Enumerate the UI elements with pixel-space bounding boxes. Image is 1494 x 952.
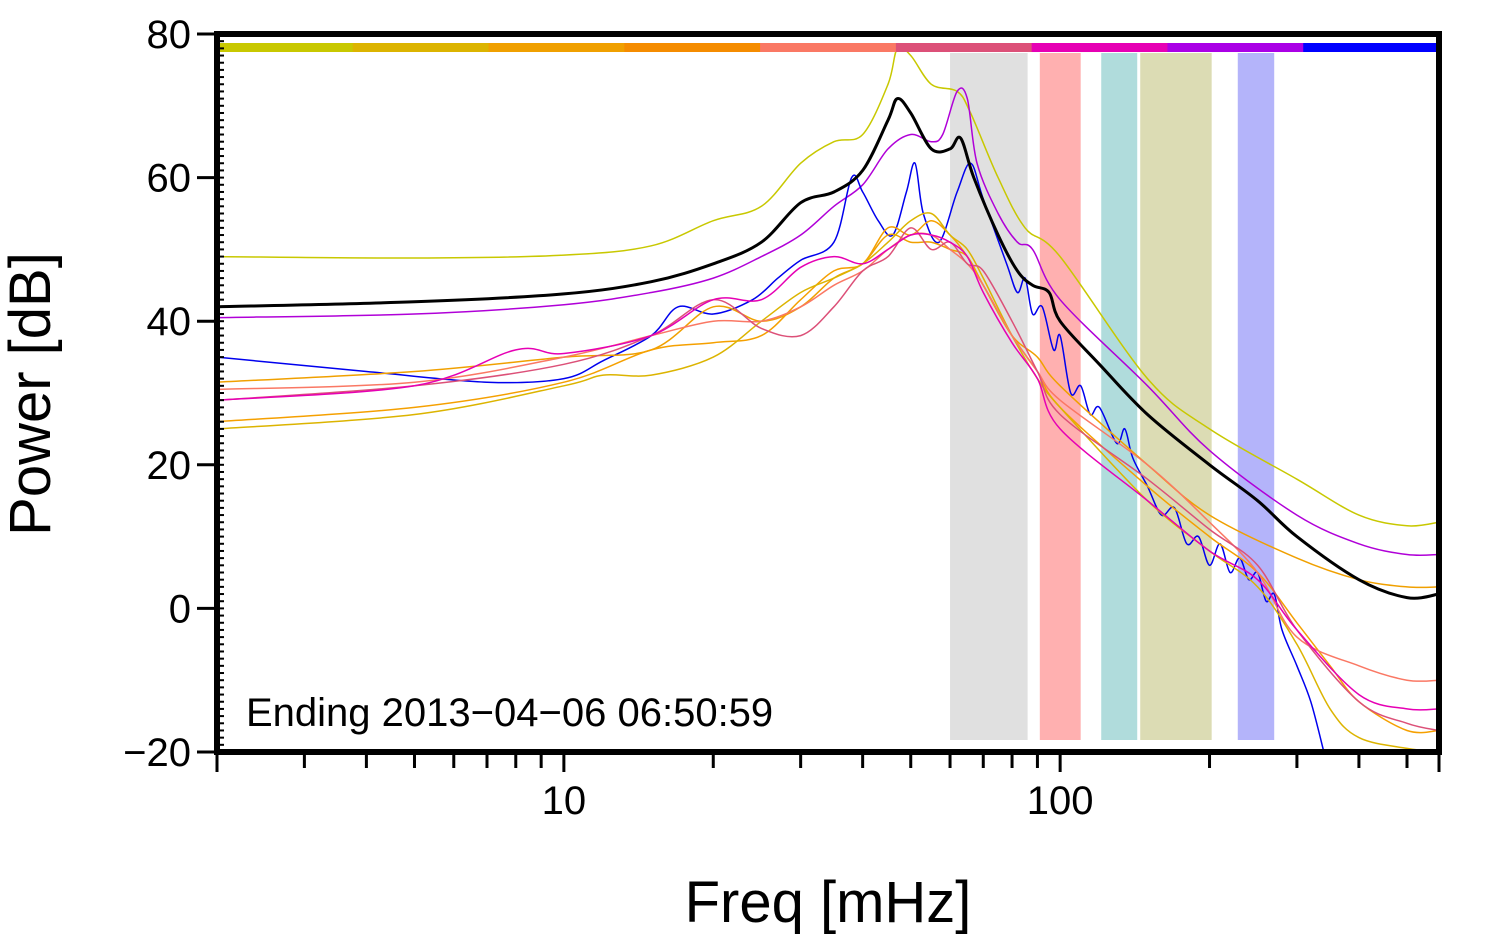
color-bar-segment-2 xyxy=(488,43,625,52)
band-3 xyxy=(1140,53,1212,740)
color-bar-segment-7 xyxy=(1167,43,1304,52)
plot-frame xyxy=(214,31,1442,755)
y-ticks: −20 0 20 40 60 80 xyxy=(123,13,217,775)
series-s-gold xyxy=(217,212,1439,752)
y-tick-label: 20 xyxy=(147,444,192,488)
y-tick-label: 0 xyxy=(169,587,191,631)
color-bar-segment-6 xyxy=(1031,43,1168,52)
color-bar-segment-3 xyxy=(624,43,761,52)
y-tick-label: 60 xyxy=(147,157,192,201)
band-4 xyxy=(1237,53,1275,740)
series-s-yellow xyxy=(217,45,1439,527)
x-tick-label: 10 xyxy=(542,779,587,823)
band-2 xyxy=(1101,53,1138,740)
series-s-blue xyxy=(217,162,1325,752)
color-bar-segment-8 xyxy=(1303,43,1440,52)
x-tick-label: 100 xyxy=(1027,779,1094,823)
x-axis-label: Freq [mHz] xyxy=(685,870,972,935)
color-bar-segment-1 xyxy=(352,43,490,52)
y-axis-label: Power [dB] xyxy=(0,252,63,536)
date-annotation: Ending 2013−04−06 06:50:59 xyxy=(246,691,773,735)
series-lines xyxy=(217,45,1439,752)
band-0 xyxy=(950,53,1028,740)
y-tick-label: −20 xyxy=(123,731,191,775)
y-tick-label: 40 xyxy=(147,300,192,344)
color-bar-segment-0 xyxy=(217,43,354,52)
color-bar-segment-4 xyxy=(760,43,897,52)
y-tick-label: 80 xyxy=(147,13,192,57)
frequency-bands xyxy=(950,53,1275,740)
color-bar-segment-5 xyxy=(895,43,1033,52)
series-s-magenta xyxy=(217,232,1439,711)
color-bar xyxy=(217,43,1440,52)
series-mean xyxy=(217,97,1439,600)
series-s-purple xyxy=(217,87,1439,557)
x-ticks: 10 100 xyxy=(215,752,1441,823)
